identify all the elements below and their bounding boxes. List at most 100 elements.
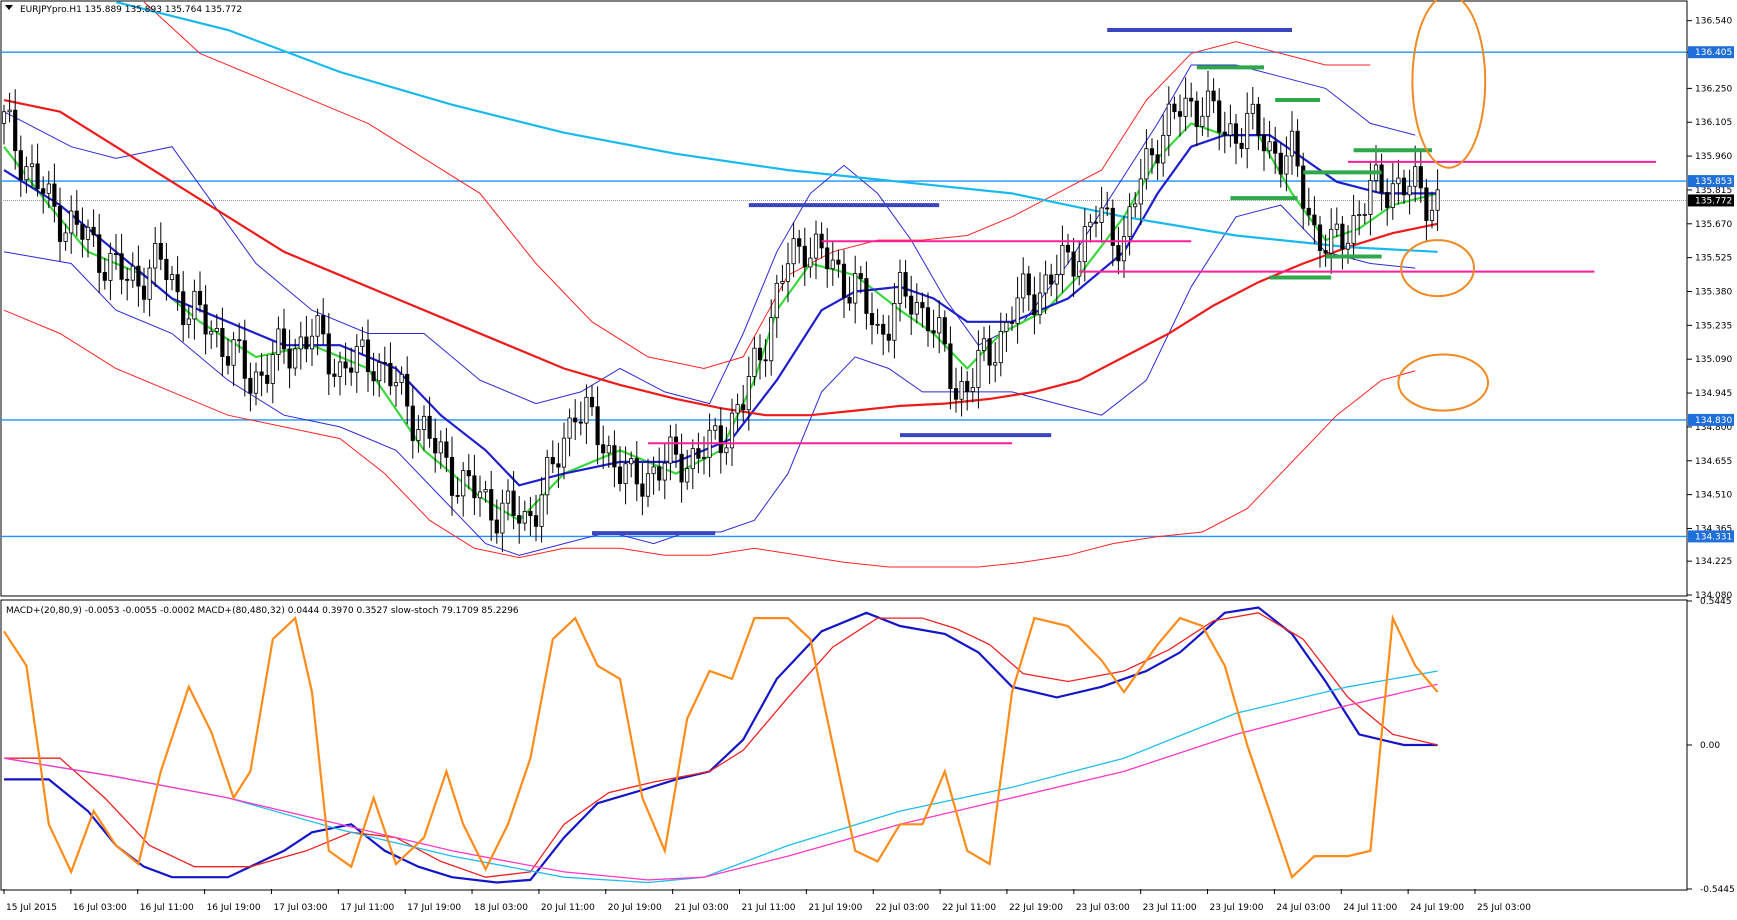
- candle-body: [942, 317, 947, 345]
- candle-body: [718, 425, 723, 454]
- candle-body: [1273, 141, 1278, 154]
- candle-body: [774, 282, 779, 319]
- candle-body: [1217, 100, 1222, 133]
- indicator-series-line: [4, 612, 1438, 878]
- candle-body: [1026, 273, 1031, 296]
- candle-body: [304, 336, 309, 350]
- time-axis: 15 Jul 2015 16 Jul 03:00 16 Jul 11:00 16 Ju…: [3, 889, 1531, 913]
- candle-body: [1121, 236, 1127, 262]
- candle-body: [35, 163, 40, 190]
- time-tick-label: 22 Jul 11:00: [942, 903, 996, 913]
- candle-body: [847, 296, 852, 304]
- candle-body: [1183, 97, 1188, 117]
- candle-body: [360, 339, 365, 347]
- candle-body: [1144, 148, 1149, 180]
- candle-body: [981, 338, 987, 351]
- candle-body: [461, 470, 466, 497]
- candle-body: [1329, 228, 1334, 254]
- candle-body: [1261, 134, 1267, 152]
- candle-body: [858, 273, 863, 279]
- indicator-series-line: [3, 683, 1438, 881]
- candle-body: [505, 490, 511, 504]
- candle-body: [85, 226, 91, 240]
- candle-body: [998, 330, 1003, 364]
- candle-body: [1368, 180, 1373, 215]
- candle-body: [175, 274, 180, 293]
- level-label-text: 135.853: [1695, 177, 1732, 187]
- candle-body: [741, 404, 746, 411]
- candle-body: [220, 328, 225, 357]
- candle-body: [1105, 207, 1110, 210]
- candle-body: [1110, 207, 1115, 246]
- symbol-header: EURJPYpro.H1 135.889 135.893 135.764 135…: [20, 5, 242, 15]
- price-pane[interactable]: 136.540 136.405 136.250 136.105 135.960 135.8…: [0, 0, 1734, 601]
- candle-body: [192, 290, 197, 320]
- candle-body: [281, 328, 287, 350]
- candle-body: [1351, 215, 1356, 244]
- candle-body: [169, 274, 175, 281]
- price-tick-label: 136.105: [1695, 118, 1732, 128]
- candle-body: [231, 339, 236, 366]
- candle-body: [41, 188, 46, 194]
- candle-body: [1088, 221, 1093, 227]
- candlesticks: [1, 70, 1440, 553]
- candle-body: [920, 302, 925, 309]
- candle-body: [763, 359, 768, 362]
- candle-body: [864, 278, 869, 314]
- candle-body: [1407, 185, 1412, 196]
- candle-body: [1177, 111, 1183, 117]
- candle-body: [287, 348, 292, 369]
- candle-body: [875, 323, 880, 326]
- candle-body: [645, 473, 651, 497]
- candle-body: [673, 436, 679, 455]
- time-tick-label: 23 Jul 03:00: [1076, 903, 1130, 913]
- candle-body: [29, 163, 35, 168]
- candle-body: [830, 259, 835, 270]
- candle-body: [102, 272, 107, 281]
- price-axis: 136.540 136.405 136.250 136.105 135.960 135.8…: [1687, 17, 1734, 601]
- indicator-header: MACD+(20,80,9) -0.0053 -0.0055 -0.0002 M…: [6, 606, 519, 616]
- time-tick-label: 24 Jul 11:00: [1343, 903, 1397, 913]
- candle-body: [483, 489, 488, 493]
- candle-body: [634, 458, 639, 485]
- current-price-label: 135.772: [1695, 196, 1732, 206]
- level-label-box: [1688, 530, 1734, 543]
- candle-body: [1054, 274, 1059, 285]
- candle-body: [886, 333, 891, 341]
- indicator-pane[interactable]: 0.5445 0.00 -0.5445: [0, 597, 1735, 895]
- candle-body: [91, 226, 96, 236]
- bollinger-band-line: [3, 64, 1416, 405]
- candle-body: [813, 233, 819, 259]
- candle-body: [1385, 192, 1390, 208]
- candle-body: [1172, 103, 1177, 113]
- level-label-text: 134.830: [1695, 416, 1732, 426]
- candle-body: [1127, 206, 1132, 237]
- candle-body: [1396, 177, 1401, 185]
- candle-body: [539, 494, 544, 527]
- candle-body: [449, 456, 455, 496]
- dropdown-triangle-icon[interactable]: [5, 5, 13, 10]
- bollinger-band-line: [3, 309, 1416, 568]
- candle-body: [1077, 261, 1082, 277]
- candle-body: [965, 381, 970, 392]
- candle-body: [259, 371, 264, 376]
- candle-body: [1009, 322, 1015, 324]
- candle-body: [841, 263, 847, 298]
- candle-body: [1015, 297, 1020, 324]
- candle-body: [410, 405, 415, 441]
- candle-body: [337, 361, 343, 377]
- candle-body: [959, 381, 964, 400]
- candle-body: [668, 436, 673, 464]
- candle-body: [248, 377, 253, 394]
- candle-body: [1194, 100, 1199, 127]
- candle-body: [561, 437, 567, 468]
- candle-body: [242, 340, 247, 379]
- candle-body: [52, 183, 57, 207]
- price-tick-label: 134.945: [1695, 389, 1732, 399]
- candle-body: [1312, 214, 1317, 226]
- candle-body: [584, 396, 589, 424]
- candle-body: [214, 328, 219, 332]
- candle-body: [881, 323, 886, 335]
